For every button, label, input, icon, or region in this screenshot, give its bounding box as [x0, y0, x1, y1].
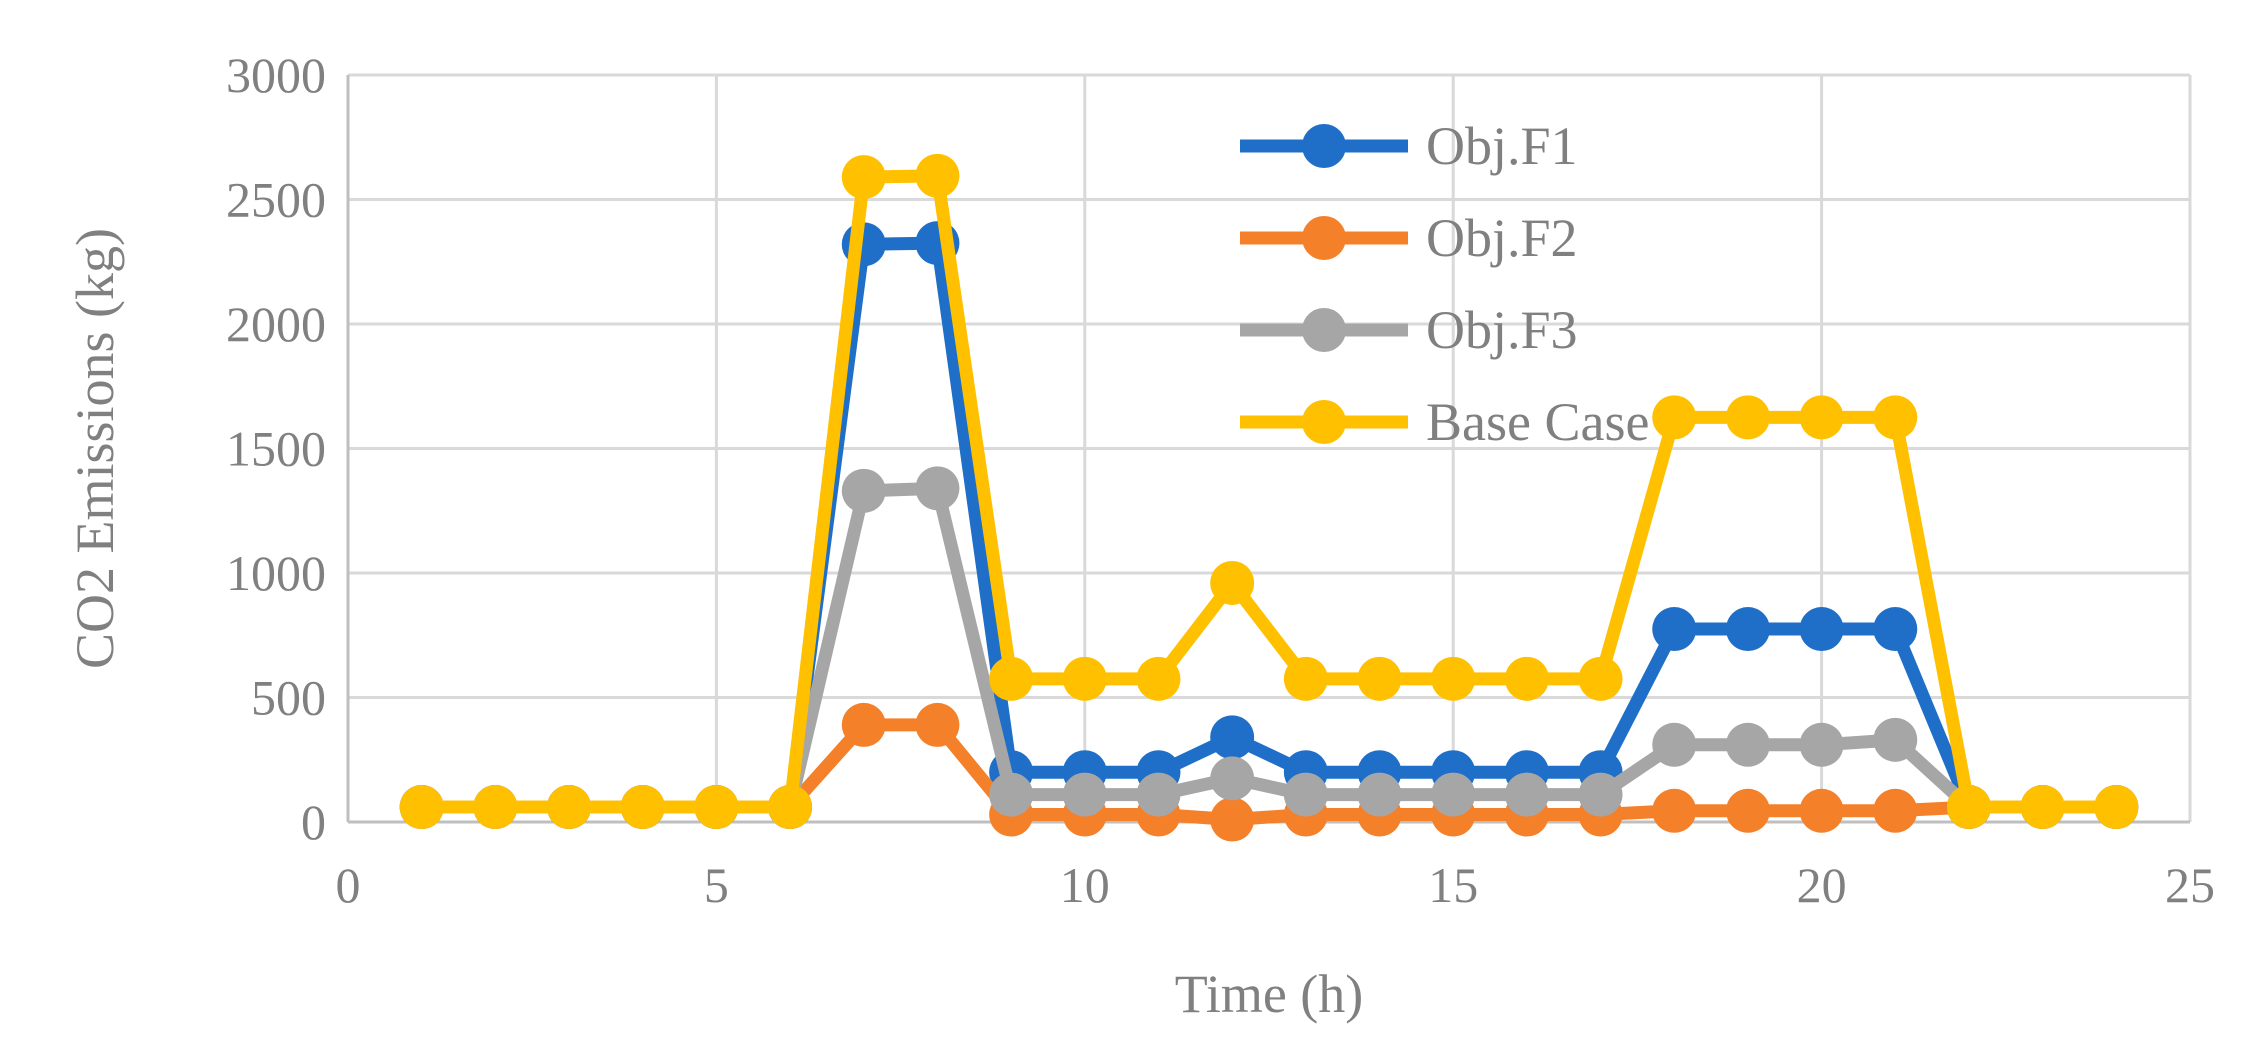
data-point	[1652, 722, 1697, 767]
y-tick-label: 3000	[226, 47, 326, 103]
legend-item: Base Case	[1240, 392, 1649, 452]
data-point	[1357, 656, 1402, 701]
legend-marker	[1302, 216, 1346, 260]
data-point	[2094, 785, 2139, 830]
x-tick-label: 10	[1060, 857, 1110, 913]
data-point	[1725, 788, 1770, 833]
data-point	[1725, 722, 1770, 767]
data-point	[1283, 772, 1328, 817]
x-tick-label: 0	[336, 857, 361, 913]
legend-label: Obj.F2	[1426, 208, 1578, 268]
data-point	[1431, 656, 1476, 701]
data-point	[1725, 395, 1770, 440]
data-point	[1283, 656, 1328, 701]
data-point	[1725, 607, 1770, 652]
data-point	[1062, 656, 1107, 701]
y-tick-label: 0	[301, 794, 326, 850]
data-point	[989, 772, 1034, 817]
data-point	[1873, 717, 1918, 762]
legend-item: Obj.F3	[1240, 300, 1578, 360]
data-point	[1946, 785, 1991, 830]
series-base-case	[399, 153, 2139, 830]
data-point	[915, 702, 960, 747]
y-tick-label: 500	[251, 670, 326, 726]
x-tick-label: 20	[1797, 857, 1847, 913]
data-point	[1873, 395, 1918, 440]
y-tick-label: 1500	[226, 421, 326, 477]
data-point	[1504, 772, 1549, 817]
data-point	[1799, 395, 1844, 440]
series-layer	[399, 153, 2139, 842]
data-point	[989, 656, 1034, 701]
data-point	[473, 785, 518, 830]
x-tick-label: 25	[2165, 857, 2215, 913]
data-point	[841, 155, 886, 200]
data-point	[1652, 788, 1697, 833]
legend-marker	[1302, 124, 1346, 168]
data-point	[1799, 788, 1844, 833]
data-point	[399, 785, 444, 830]
axes: 0 500 1000 1500 2000 2500 3000 0 5 10 15 20 25	[226, 47, 2215, 913]
data-point	[694, 785, 739, 830]
data-point	[1578, 656, 1623, 701]
data-point	[1504, 656, 1549, 701]
data-point	[1062, 772, 1107, 817]
data-point	[620, 785, 665, 830]
legend-marker	[1302, 400, 1346, 444]
legend-item: Obj.F1	[1240, 116, 1578, 176]
data-point	[1799, 607, 1844, 652]
legend-label: Obj.F1	[1426, 116, 1578, 176]
data-point	[1357, 772, 1402, 817]
data-point	[1210, 756, 1255, 801]
data-point	[1799, 722, 1844, 767]
x-tick-label: 15	[1428, 857, 1478, 913]
legend-label: Obj.F3	[1426, 300, 1578, 360]
data-point	[1873, 788, 1918, 833]
data-point	[1431, 772, 1476, 817]
data-point	[1210, 560, 1255, 605]
data-point	[1873, 607, 1918, 652]
data-point	[1578, 772, 1623, 817]
data-point	[547, 785, 592, 830]
data-point	[915, 153, 960, 198]
data-point	[768, 785, 813, 830]
legend: Obj.F1 Obj.F2 Obj.F3 Base Case	[1240, 116, 1649, 452]
data-point	[1652, 395, 1697, 440]
data-point	[841, 702, 886, 747]
data-point	[915, 466, 960, 511]
y-axis-title: CO2 Emissions (kg)	[65, 228, 125, 669]
x-tick-label: 5	[704, 857, 729, 913]
x-axis-title: Time (h)	[1175, 964, 1364, 1024]
data-point	[1652, 607, 1697, 652]
legend-label: Base Case	[1426, 392, 1649, 452]
data-point	[2020, 785, 2065, 830]
data-point	[1210, 715, 1255, 760]
y-tick-label: 2500	[226, 172, 326, 228]
data-point	[1136, 772, 1181, 817]
legend-marker	[1302, 308, 1346, 352]
data-point	[1210, 797, 1255, 842]
y-tick-label: 1000	[226, 545, 326, 601]
legend-item: Obj.F2	[1240, 208, 1578, 268]
data-point	[1136, 656, 1181, 701]
y-tick-label: 2000	[226, 296, 326, 352]
data-point	[841, 468, 886, 513]
